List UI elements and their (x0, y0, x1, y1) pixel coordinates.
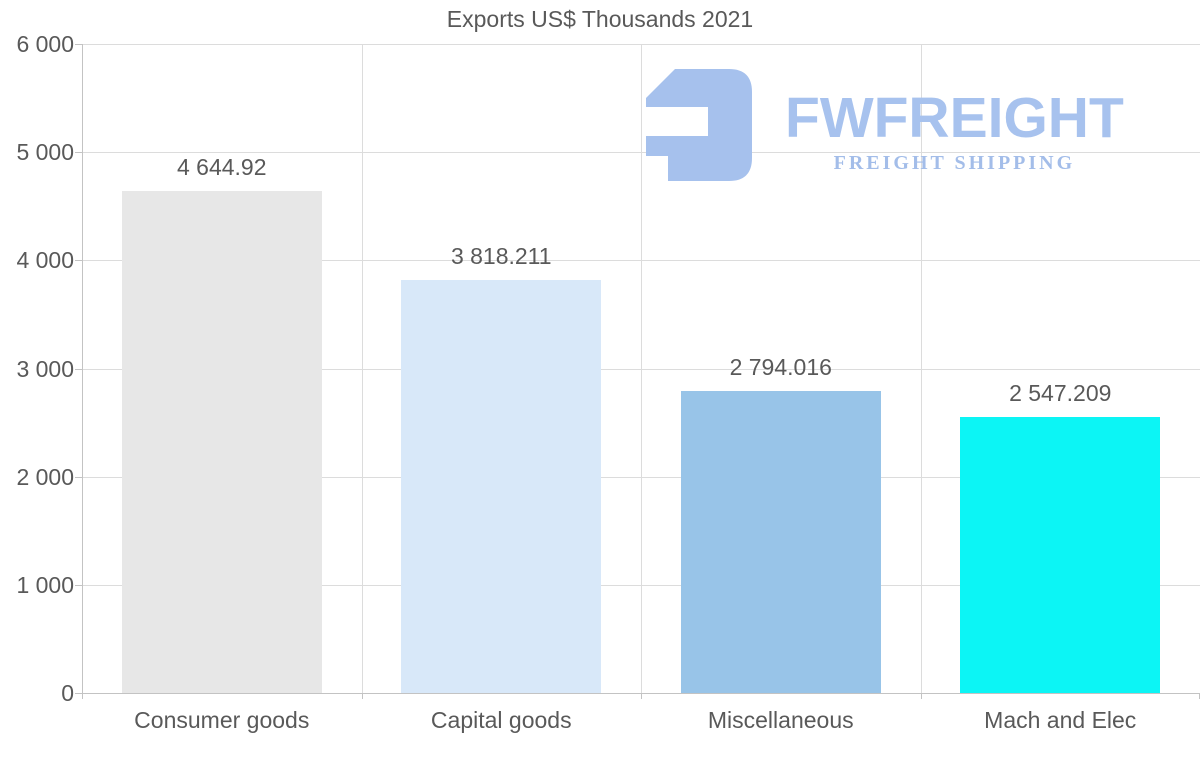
y-tick-mark (75, 693, 82, 694)
bar-2 (680, 390, 881, 693)
bar-value-label: 4 644.92 (176, 153, 267, 180)
bar-value-label: 3 818.211 (450, 242, 552, 269)
logo-f-icon (645, 69, 752, 182)
y-tick-mark (75, 260, 82, 262)
bar-value-label: 2 547.209 (1009, 380, 1112, 407)
x-category-label: Capital goods (430, 707, 572, 733)
x-gridline (920, 44, 922, 693)
chart-title: Exports US$ Thousands 2021 (446, 6, 754, 32)
y-axis-line (82, 44, 83, 693)
x-gridline (641, 44, 642, 693)
y-tick-label: 6 000 (16, 31, 74, 57)
x-category-label: Miscellaneous (707, 707, 854, 733)
bar-0 (121, 190, 322, 693)
y-tick-label: 4 000 (16, 247, 74, 274)
y-tick-mark (75, 152, 82, 154)
x-tick-mark (920, 693, 922, 699)
x-category-label: Mach and Elec (984, 707, 1137, 733)
bar-1 (401, 279, 602, 693)
bar-value-label: 2 794.016 (729, 353, 832, 380)
x-tick-mark (641, 693, 642, 699)
y-tick-mark (75, 476, 82, 478)
logo-name: FWFREIGHT (785, 86, 1124, 150)
y-tick-label: 1 000 (16, 571, 74, 598)
logo: FWFREIGHT FREIGHT SHIPPING (645, 68, 1160, 188)
y-tick-label: 5 000 (16, 139, 74, 166)
y-tick-label: 0 (61, 680, 74, 706)
logo-subtitle: FREIGHT SHIPPING (833, 152, 1076, 174)
y-tick-label: 2 000 (16, 463, 74, 490)
y-tick-mark (75, 44, 82, 45)
x-category-label: Consumer goods (134, 707, 310, 733)
y-tick-mark (75, 368, 82, 370)
x-tick-mark (82, 693, 83, 699)
y-tick-label: 3 000 (16, 355, 74, 382)
y-tick-mark (75, 584, 82, 586)
x-tick-mark (361, 693, 363, 699)
logo-text-block: FWFREIGHT FREIGHT SHIPPING (785, 68, 1124, 175)
x-gridline (361, 44, 363, 693)
bar-3 (960, 417, 1161, 693)
x-axis-line (82, 693, 1200, 694)
